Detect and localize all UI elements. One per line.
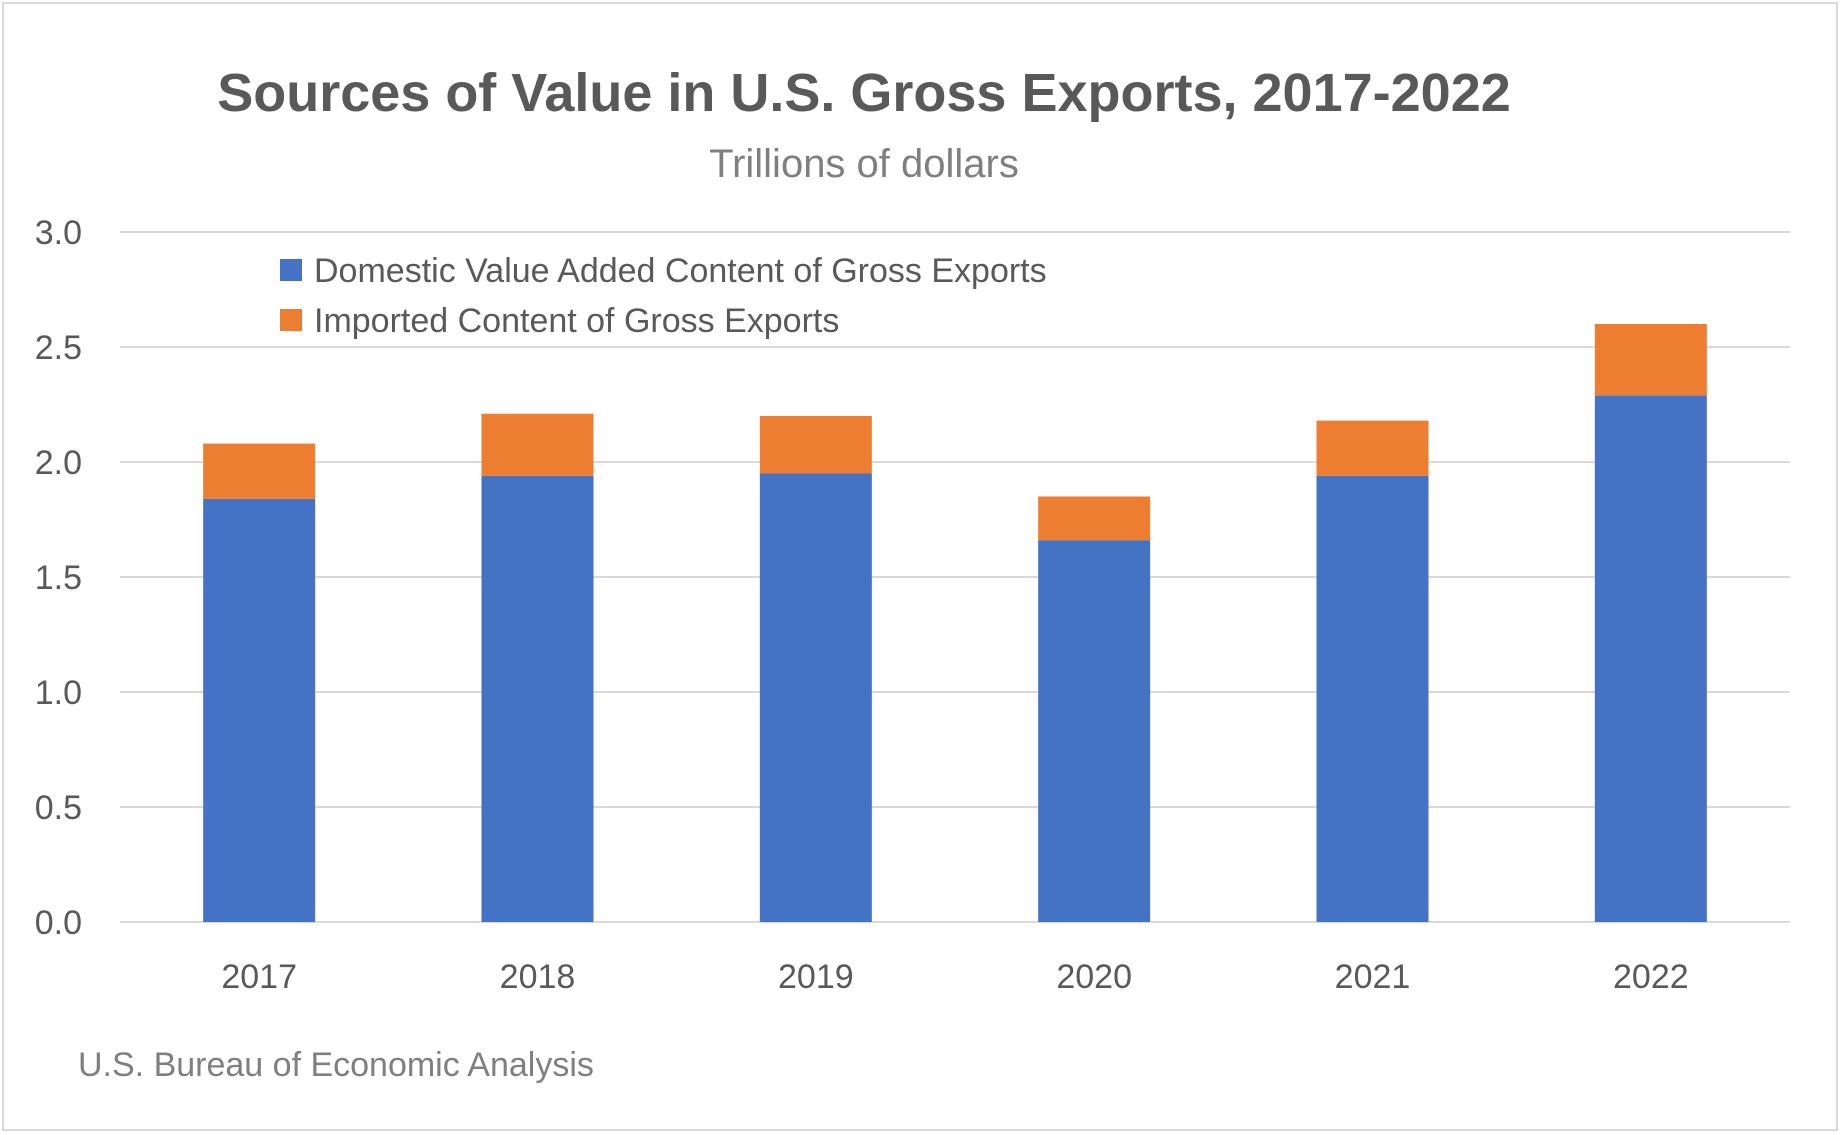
x-tick-label: 2019 [778, 958, 854, 996]
bar-domestic-2021 [1316, 475, 1429, 922]
chart-source: U.S. Bureau of Economic Analysis [78, 1046, 594, 1084]
x-tick-label: 2020 [1056, 958, 1132, 996]
y-tick-label: 3.0 [35, 214, 82, 252]
bar-imported-2021 [1316, 420, 1429, 476]
x-tick-label: 2018 [500, 958, 576, 996]
bar-domestic-2020 [1038, 540, 1151, 922]
y-axis-ticks: 0.0 0.5 1.0 1.5 2.0 2.5 3.0 [35, 214, 82, 942]
bar-domestic-2018 [481, 475, 594, 922]
x-axis-ticks: 2017 2018 2019 2020 2021 2022 [221, 958, 1688, 996]
gridlines [120, 231, 1790, 923]
y-tick-label: 2.5 [35, 329, 82, 367]
legend-label: Imported Content of Gross Exports [314, 302, 839, 340]
bar-imported-2017 [203, 443, 316, 499]
legend: Domestic Value Added Content of Gross Ex… [280, 252, 1047, 340]
bar-imported-2019 [759, 416, 872, 474]
legend-swatch [280, 309, 302, 331]
y-tick-label: 1.5 [35, 559, 82, 597]
y-tick-label: 0.5 [35, 789, 82, 827]
x-tick-label: 2022 [1613, 958, 1689, 996]
bar-imported-2022 [1594, 324, 1707, 396]
bar-domestic-2017 [203, 498, 316, 922]
bars [203, 324, 1707, 922]
bar-imported-2018 [481, 413, 594, 476]
legend-swatch [280, 259, 302, 281]
chart-subtitle: Trillions of dollars [709, 142, 1019, 186]
y-tick-label: 2.0 [35, 444, 82, 482]
bar-domestic-2019 [759, 473, 872, 922]
legend-label: Domestic Value Added Content of Gross Ex… [314, 252, 1047, 290]
chart-title: Sources of Value in U.S. Gross Exports, … [217, 63, 1511, 123]
x-tick-label: 2021 [1335, 958, 1411, 996]
bar-domestic-2022 [1594, 395, 1707, 922]
y-tick-label: 0.0 [35, 904, 82, 942]
bar-imported-2020 [1038, 496, 1151, 541]
x-tick-label: 2017 [221, 958, 297, 996]
y-tick-label: 1.0 [35, 674, 82, 712]
